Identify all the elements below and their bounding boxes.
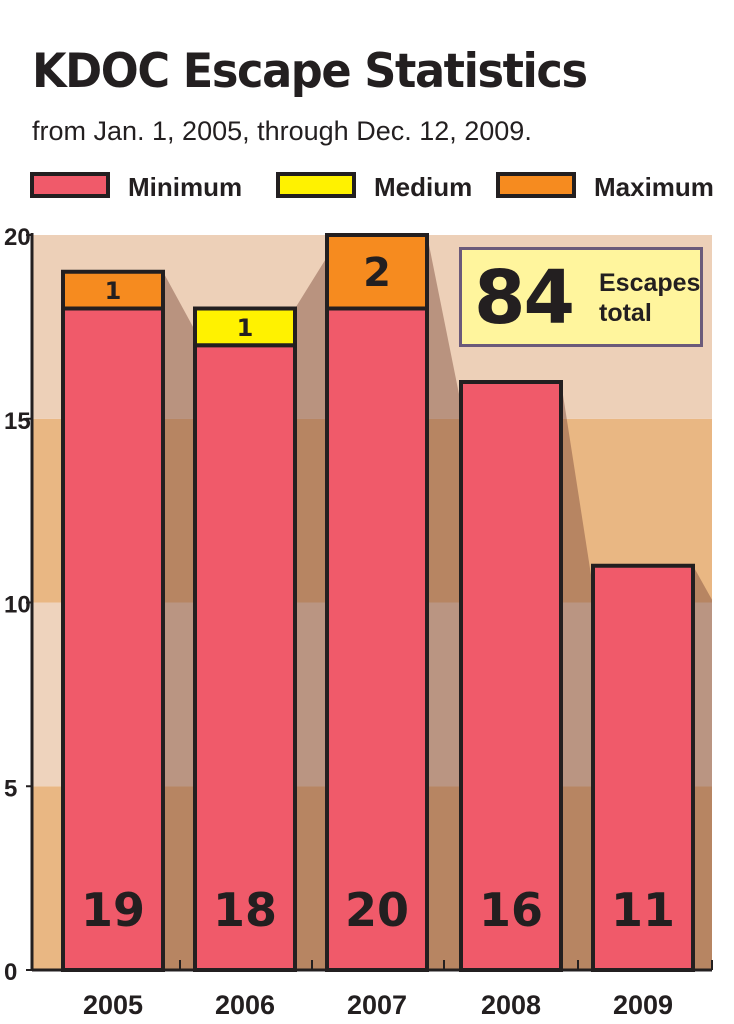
chart-subtitle: from Jan. 1, 2005, through Dec. 12, 2009… <box>32 116 532 146</box>
x-category-label: 2006 <box>215 990 275 1020</box>
callout-line-1: Escapes <box>599 269 701 297</box>
bar-segment-minimum-2006 <box>193 343 297 972</box>
bar-segment-medium-2006 <box>193 306 297 348</box>
bar-segment-maximum-2007 <box>325 233 429 311</box>
legend-label-minimum: Minimum <box>128 172 243 202</box>
x-category-label: 2007 <box>347 990 407 1020</box>
chart-title: KDOC Escape Statistics <box>32 44 588 99</box>
bar-segment-minimum-2008 <box>459 380 563 972</box>
total-escapes-label: Escapes total <box>599 268 701 328</box>
callout-line-2: total <box>599 299 652 327</box>
bar-segment-minimum-2009 <box>591 563 695 972</box>
y-tick-label: 0 <box>4 959 17 986</box>
bar-total-label: 11 <box>611 883 675 937</box>
bar-total-label: 20 <box>345 883 409 937</box>
legend-swatch-medium <box>276 172 356 198</box>
y-tick-label: 10 <box>4 592 31 619</box>
legend-swatch-maximum <box>496 172 576 198</box>
x-category-label: 2009 <box>613 990 673 1020</box>
bar-total-label: 19 <box>81 883 145 937</box>
segment-value-label: 1 <box>105 277 122 305</box>
bar-shadow <box>163 235 712 970</box>
legend: Minimum Medium Maximum <box>30 168 720 208</box>
legend-label-medium: Medium <box>374 172 473 202</box>
bar-total-label: 18 <box>213 883 277 937</box>
bar-segment-maximum-2005 <box>61 269 165 311</box>
bar-segment-minimum-2007 <box>325 306 429 972</box>
y-tick-label: 15 <box>4 408 31 435</box>
bar-total-label: 16 <box>479 883 543 937</box>
y-tick-label: 5 <box>4 775 17 802</box>
total-escapes-callout: 84 Escapes total <box>459 247 703 347</box>
legend-label-maximum: Maximum <box>594 172 714 202</box>
x-category-label: 2005 <box>83 990 143 1020</box>
total-escapes-number: 84 <box>474 255 575 341</box>
x-category-label: 2008 <box>481 990 541 1020</box>
segment-value-label: 2 <box>363 250 391 296</box>
legend-swatch-minimum <box>30 172 110 198</box>
y-tick-label: 20 <box>4 224 31 251</box>
bar-segment-minimum-2005 <box>61 306 165 972</box>
segment-value-label: 1 <box>237 314 254 342</box>
